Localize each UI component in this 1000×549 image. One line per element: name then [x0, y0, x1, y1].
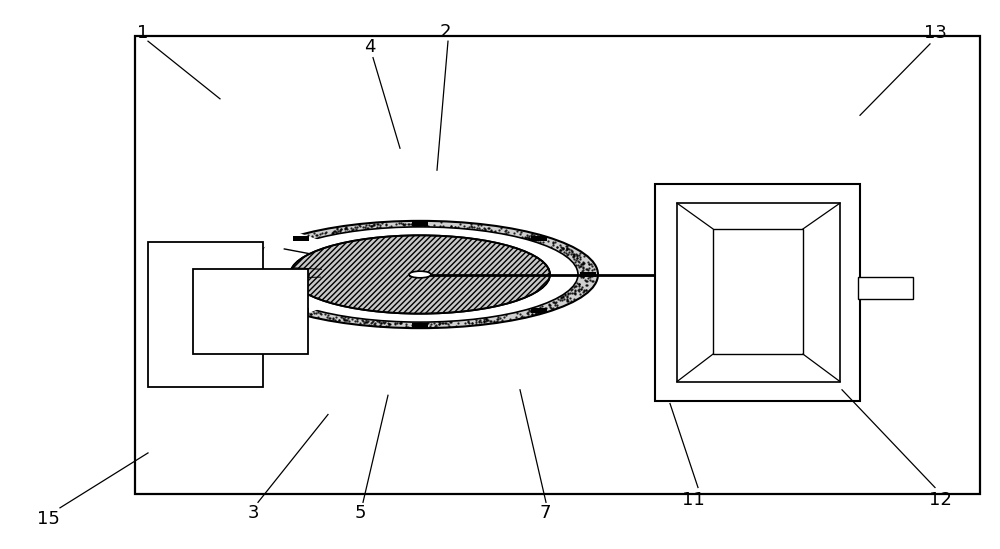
Bar	[531, 308, 547, 313]
Bar	[148, 242, 263, 387]
Text: 11: 11	[682, 491, 704, 508]
Text: 7: 7	[539, 505, 551, 522]
Bar	[580, 272, 596, 277]
Wedge shape	[366, 188, 474, 208]
Bar	[293, 308, 309, 313]
Bar	[531, 236, 547, 241]
Text: 13: 13	[924, 24, 946, 42]
Wedge shape	[257, 227, 318, 322]
Bar	[655, 184, 860, 401]
Bar	[412, 323, 428, 328]
Polygon shape	[262, 254, 293, 295]
Bar	[858, 277, 913, 299]
Bar	[412, 221, 428, 226]
Bar	[713, 229, 803, 354]
Text: 5: 5	[354, 505, 366, 522]
Ellipse shape	[242, 221, 598, 328]
Text: 2: 2	[439, 23, 451, 41]
Text: 12: 12	[929, 491, 951, 508]
Ellipse shape	[409, 271, 431, 278]
Bar	[135, 36, 980, 494]
Ellipse shape	[262, 227, 578, 322]
Bar	[193, 269, 308, 354]
Wedge shape	[366, 341, 474, 361]
Ellipse shape	[290, 236, 550, 313]
Bar	[293, 236, 309, 241]
Text: 4: 4	[364, 38, 376, 55]
Text: 3: 3	[247, 505, 259, 522]
Bar	[244, 272, 260, 277]
Text: 15: 15	[37, 510, 59, 528]
Text: 1: 1	[137, 24, 149, 42]
Bar	[677, 203, 840, 382]
